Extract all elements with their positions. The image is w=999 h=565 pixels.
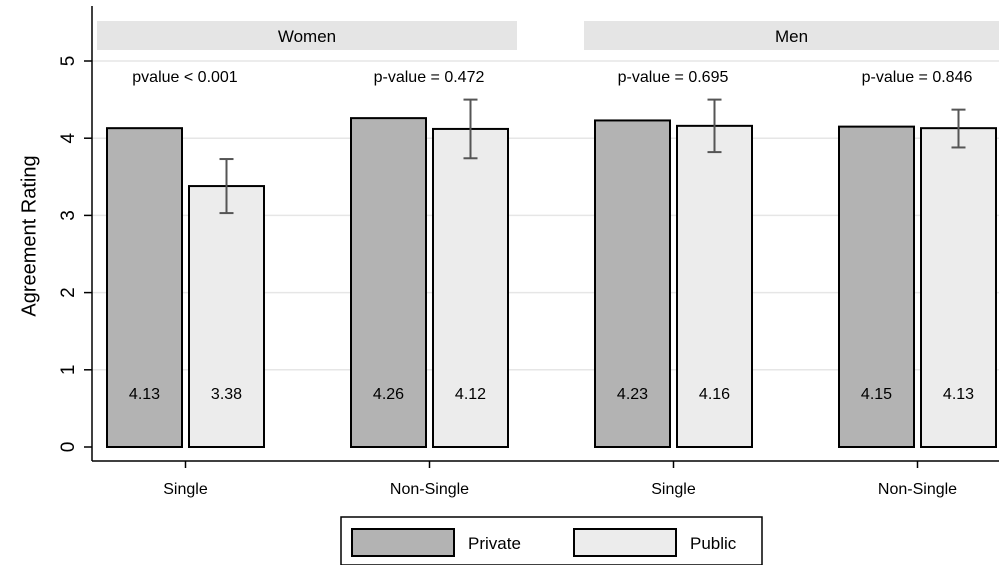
panel-header-men — [584, 21, 999, 50]
value-label-public-women-non-single: 4.12 — [455, 386, 486, 403]
value-label-private-men-non-single: 4.15 — [861, 386, 892, 403]
bar-private-women-non-single — [350, 117, 427, 449]
value-label-public-men-non-single: 4.13 — [943, 386, 974, 403]
x-tick-label-women-non-single: Non-Single — [390, 481, 469, 498]
y-tick-label-4: 4 — [58, 132, 79, 143]
bar-public-men-single — [676, 124, 753, 449]
x-tick-label-men-single: Single — [651, 481, 696, 498]
bar-public-men-non-single — [920, 127, 997, 448]
bar-private-men-non-single — [838, 125, 915, 449]
legend-swatch-public — [573, 528, 677, 557]
errorbar-public-women-single — [219, 158, 234, 215]
value-label-private-women-single: 4.13 — [129, 386, 160, 403]
bar-private-men-single — [594, 119, 671, 448]
errorbar-public-men-single — [707, 98, 722, 154]
pvalue-label-men-single: p-value = 0.695 — [618, 69, 729, 86]
axes — [84, 6, 999, 468]
errorbar-public-women-non-single — [463, 98, 478, 160]
value-label-private-women-non-single: 4.26 — [373, 386, 404, 403]
legend: Private Public — [340, 516, 763, 565]
errorbar-public-men-non-single — [951, 108, 966, 149]
grid-lines — [92, 21, 999, 371]
panel-header-women — [97, 21, 517, 50]
bar-public-women-single — [188, 185, 265, 448]
bar-private-women-single — [106, 127, 183, 448]
value-label-private-men-single: 4.23 — [617, 386, 648, 403]
panel-label-men: Men — [775, 27, 808, 46]
legend-swatch-private — [351, 528, 455, 557]
y-axis-title: Agreement Rating — [18, 155, 40, 316]
y-tick-label-0: 0 — [58, 442, 79, 453]
x-tick-label-women-single: Single — [163, 481, 208, 498]
pvalue-label-women-non-single: p-value = 0.472 — [374, 69, 485, 86]
value-label-public-men-single: 4.16 — [699, 386, 730, 403]
y-tick-label-1: 1 — [58, 365, 79, 376]
bar-public-women-non-single — [432, 127, 509, 448]
bars — [106, 98, 997, 449]
chart-text: Women Men 4.13 3.38 pvalue < 0.001 Single 4.26… — [18, 27, 974, 498]
y-tick-label-3: 3 — [58, 210, 79, 221]
pvalue-label-women-single: pvalue < 0.001 — [132, 69, 238, 86]
x-tick-label-men-non-single: Non-Single — [878, 481, 957, 498]
panel-label-women: Women — [278, 27, 336, 46]
y-tick-label-2: 2 — [58, 287, 79, 298]
legend-label-private: Private — [468, 534, 521, 553]
value-label-public-women-single: 3.38 — [211, 386, 242, 403]
legend-label-public: Public — [690, 534, 737, 553]
pvalue-label-men-non-single: p-value = 0.846 — [862, 69, 973, 86]
y-tick-label-5: 5 — [58, 56, 79, 67]
